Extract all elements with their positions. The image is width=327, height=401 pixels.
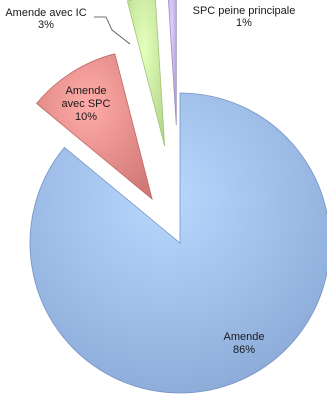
leader-line-ic [94,16,131,45]
leader-lines [94,16,131,45]
slices-group [29,0,327,394]
pie-slice-amende-avec-ic [126,0,166,147]
slice-label-spc-peine-principale: SPC peine principale 1% [193,5,296,29]
slice-label-amende-avec-spc: Amende avec SPC 10% [62,85,111,123]
slice-label-amende: Amende 86% [224,331,265,356]
slice-label-amende-avec-ic: Amende avec IC 3% [5,7,86,31]
pie-slice-spc-peine-principale [168,0,177,126]
labels-group: Amende 86% Amende avec SPC 10% Amende avec IC… [5,5,295,356]
pie-slice-amende-avec-spc [35,53,153,201]
pie-slice-amende [29,92,327,394]
